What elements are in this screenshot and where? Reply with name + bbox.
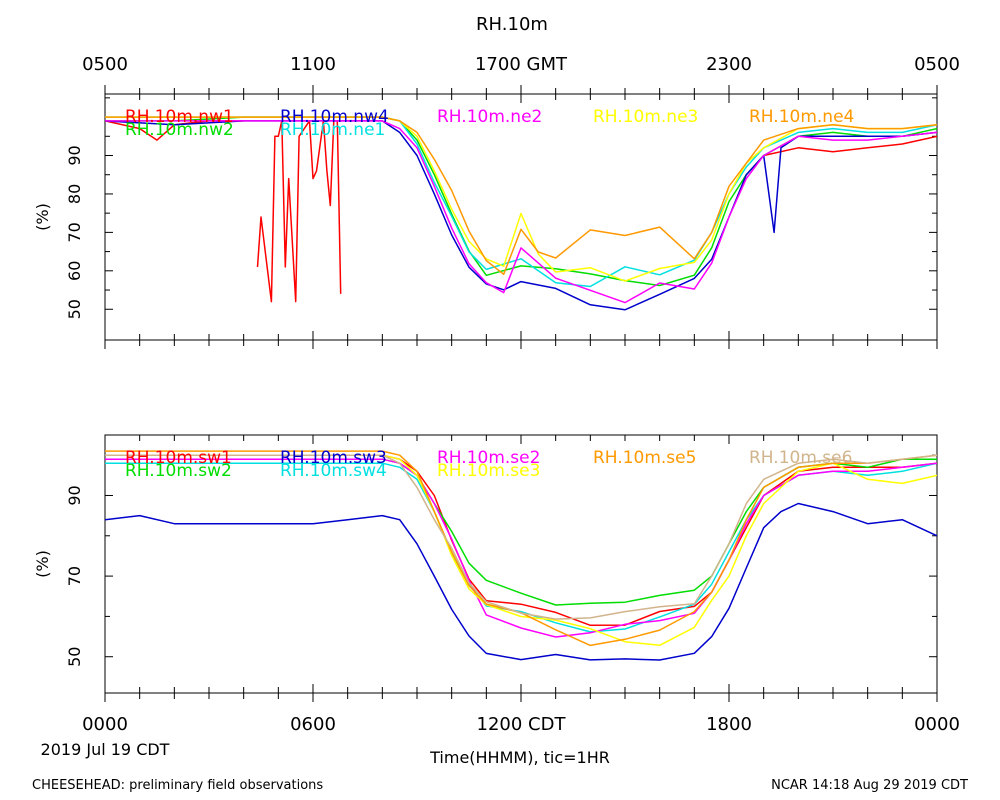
series-line-RH-10m-se3 [105,454,937,647]
series-line-RH-10m-ne2 [105,120,937,304]
series-line-RH-10m-ne4 [105,116,937,276]
series-line-RH-10m-ne3 [105,116,937,282]
top-tick-label: 2300 [706,54,752,75]
series-lines [105,450,937,661]
series-lines [105,116,937,311]
legend-label: RH.10m.ne2 [437,107,542,127]
bottom-tick-label: 1200 CDT [477,714,567,735]
lower-panel: 507090(%)RH.10m.sw1RH.10m.sw2RH.10m.sw3R… [33,434,938,702]
legend-label: RH.10m.se6 [749,448,852,468]
legend-label: RH.10m.se2 [437,448,540,468]
y-axis-label: (%) [33,203,52,231]
bottom-tick-label: 0000 [82,714,128,735]
top-tick-label: 1700 GMT [475,54,568,75]
legend-label: RH.10m.nw4 [280,107,389,127]
bottom-tick-label: 0000 [914,714,960,735]
series-line-RH-10m-se6 [105,454,937,620]
legend-label: RH.10m.sw2 [125,461,232,481]
series-line-RH-10m-se2 [105,458,937,638]
x-axis-label: Time(HHMM), tic=1HR [429,748,610,767]
footer-right: NCAR 14:18 Aug 29 2019 CDT [771,778,968,793]
bottom-axis-labels: 0000 0600 1200 CDT 1800 0000 [82,714,960,735]
legend-label: RH.10m.sw4 [280,461,387,481]
legend-label: RH.10m.ne1 [280,120,385,140]
series-line-RH-10m-sw4 [105,462,937,633]
legend-label: RH.10m.nw2 [125,120,234,140]
legend-label: RH.10m.sw1 [125,448,232,468]
top-tick-label: 0500 [82,54,128,75]
footer-left: CHEESEHEAD: preliminary field observatio… [32,778,323,793]
series-line-RH-10m-sw3 [105,502,937,661]
y-tick-label: 90 [65,145,84,165]
top-tick-label: 0500 [914,54,960,75]
series-line-RH-10m-se5 [105,450,937,647]
y-tick-label: 50 [65,299,84,319]
legend-label: RH.10m.ne3 [593,107,698,127]
series-line-RH-10m-sw2 [105,458,937,606]
series-line-RH-10m-nw4 [105,120,937,311]
date-label: 2019 Jul 19 CDT [41,740,170,759]
series-line-RH-10m-nw1-gap [256,120,342,303]
y-tick-label: 90 [65,485,84,505]
legend-label: RH.10m.ne4 [749,107,854,127]
y-tick-label: 70 [65,566,84,586]
chart-title: RH.10m [476,14,548,35]
y-tick-label: 50 [65,647,84,667]
series-line-RH-10m-nw2 [105,116,937,287]
legend-label: RH.10m.se5 [593,448,696,468]
top-tick-label: 1100 [290,54,336,75]
y-tick-label: 70 [65,222,84,242]
bottom-tick-label: 0600 [290,714,336,735]
bottom-tick-label: 1800 [706,714,752,735]
y-tick-label: 80 [65,184,84,204]
y-tick-label: 60 [65,261,84,281]
series-line-RH-10m-ne1 [105,116,937,288]
y-axis-label: (%) [33,550,52,578]
legend-label: RH.10m.se3 [437,461,540,481]
top-axis-labels: 0500 1100 1700 GMT 2300 0500 [82,54,960,75]
legend-label: RH.10m.nw1 [125,107,234,127]
legend-label: RH.10m.sw3 [280,448,387,468]
